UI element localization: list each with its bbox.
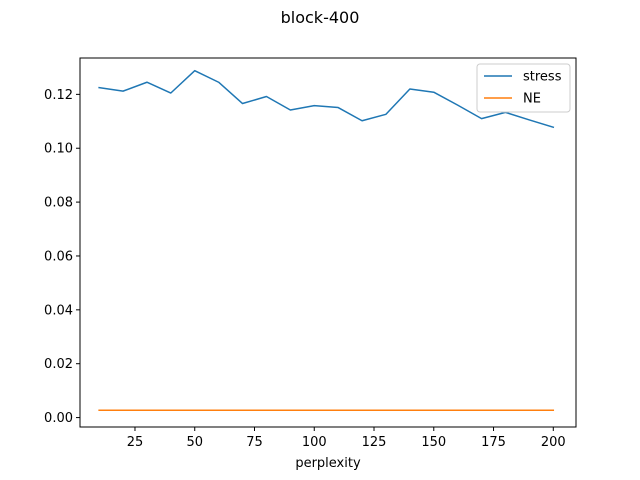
y-axis: 0.00 0.02 0.04 0.06 0.08 0.10 0.12 bbox=[44, 88, 80, 426]
y-tick-label: 0.10 bbox=[44, 142, 73, 157]
x-tick-label: 50 bbox=[186, 435, 203, 450]
x-tick-label: 150 bbox=[421, 435, 446, 450]
series-line-stress bbox=[98, 69, 555, 129]
y-tick-label: 0.08 bbox=[44, 196, 73, 211]
y-tick-label: 0.12 bbox=[44, 88, 73, 103]
y-tick-label: 0.04 bbox=[44, 303, 73, 318]
legend-entries: stress NE bbox=[484, 70, 562, 107]
series-layer bbox=[98, 69, 555, 412]
x-axis: 25 50 75 100 125 150 175 200 bbox=[127, 427, 566, 450]
legend-label-stress: stress bbox=[523, 70, 562, 85]
y-tick-label: 0.02 bbox=[44, 357, 73, 372]
x-axis-title: perplexity bbox=[295, 456, 361, 471]
x-tick-label: 25 bbox=[127, 435, 144, 450]
x-tick-label: 125 bbox=[362, 435, 387, 450]
x-tick-label: 100 bbox=[302, 435, 327, 450]
x-tick-label: 200 bbox=[541, 435, 566, 450]
x-tick-label: 75 bbox=[246, 435, 263, 450]
chart-title: block-400 bbox=[281, 8, 360, 27]
x-tick-label: 175 bbox=[481, 435, 506, 450]
legend-label-ne: NE bbox=[523, 92, 541, 107]
y-tick-label: 0.00 bbox=[44, 411, 73, 426]
plot-frame bbox=[79, 57, 577, 428]
y-tick-label: 0.06 bbox=[44, 249, 73, 264]
legend: stress NE bbox=[476, 63, 571, 113]
